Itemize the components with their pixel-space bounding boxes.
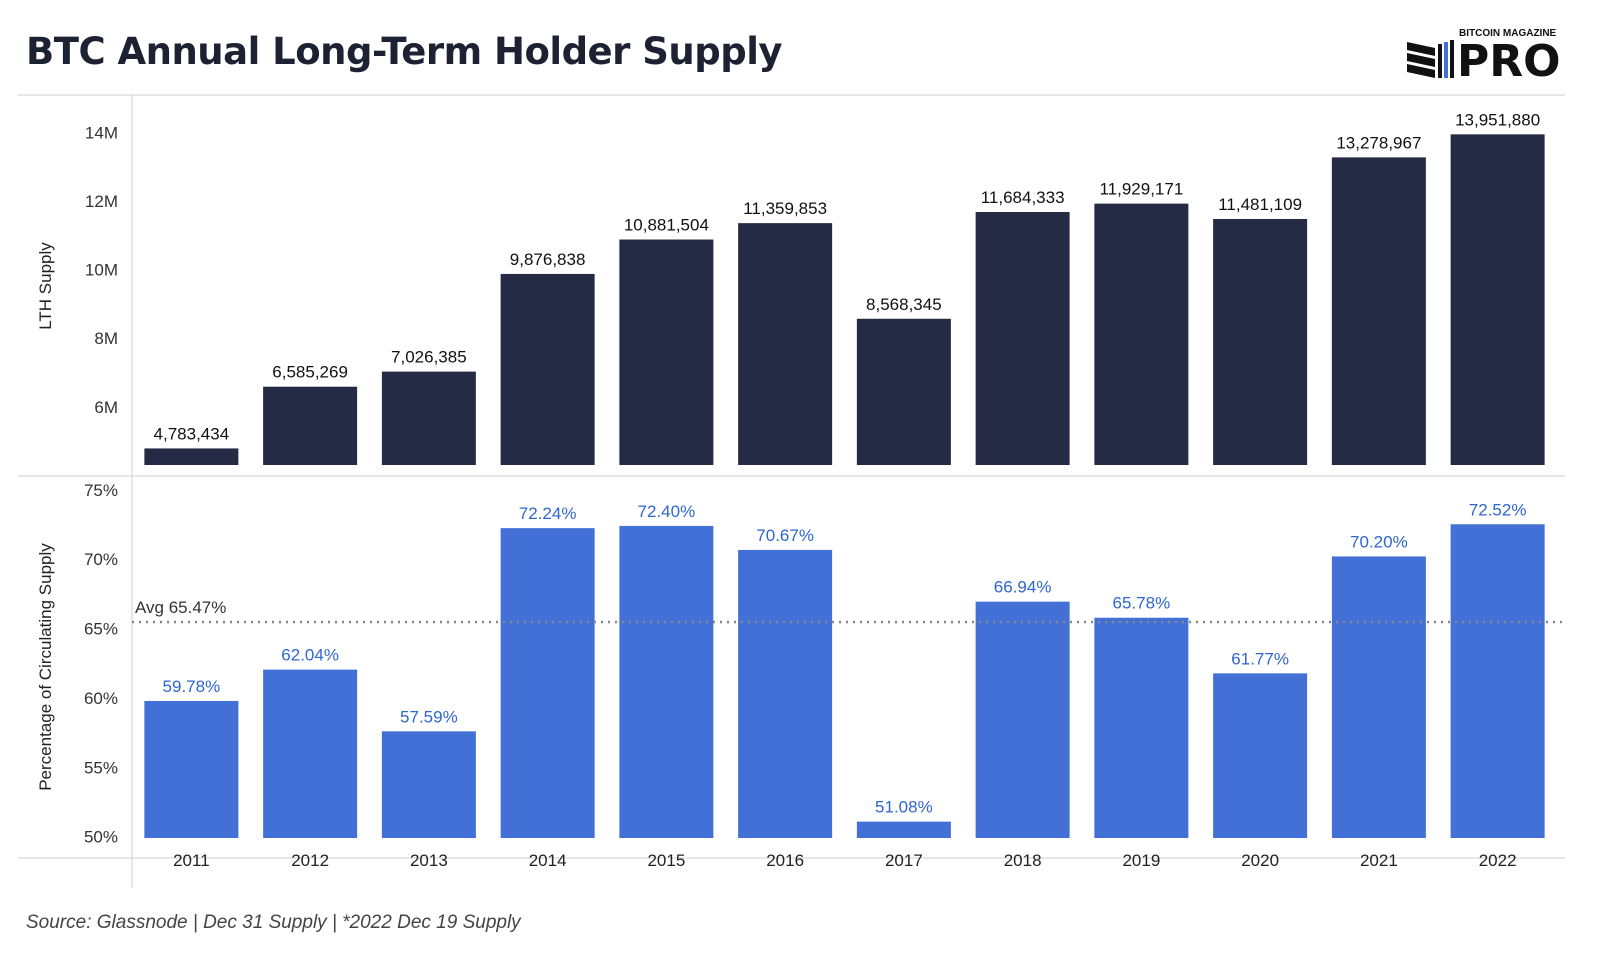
circulating-pct-bar <box>263 669 358 838</box>
circulating-pct-y-tick: 55% <box>84 758 118 777</box>
circulating-pct-data-label: 72.52% <box>1469 500 1527 519</box>
lth-supply-y-tick: 10M <box>85 261 118 280</box>
lth-supply-bar <box>381 371 476 465</box>
lth-supply-bar <box>619 239 714 465</box>
x-tick-label: 2018 <box>1004 851 1042 870</box>
circulating-pct-bar <box>738 549 833 838</box>
circulating-pct-data-label: 70.67% <box>756 526 814 545</box>
x-tick-label: 2014 <box>529 851 567 870</box>
lth-supply-data-label: 11,929,171 <box>1099 180 1183 199</box>
lth-supply-bar <box>1331 157 1426 465</box>
lth-supply-data-label: 11,684,333 <box>981 188 1065 207</box>
x-tick-label: 2011 <box>173 851 210 870</box>
lth-supply-y-tick: 14M <box>85 124 118 143</box>
logo-line2: PRO <box>1457 36 1561 82</box>
lth-supply-bar <box>263 386 358 465</box>
circulating-pct-data-label: 65.78% <box>1113 594 1171 613</box>
circulating-pct-data-label: 70.20% <box>1350 532 1408 551</box>
lth-supply-data-label: 7,026,385 <box>391 348 467 367</box>
circulating-pct-data-label: 61.77% <box>1231 649 1289 668</box>
bottom-y-axis-title: Percentage of Circulating Supply <box>36 543 55 791</box>
x-tick-label: 2017 <box>885 851 923 870</box>
lth-supply-bar <box>500 273 595 465</box>
chart-frame <box>18 94 1565 888</box>
lth-supply-bar <box>1450 134 1545 465</box>
circulating-pct-bar <box>856 821 951 838</box>
x-tick-label: 2022 <box>1479 851 1517 870</box>
top-y-axis-title: LTH Supply <box>36 242 55 330</box>
logo-mark-icon <box>1407 40 1454 78</box>
circulating-pct-bar <box>619 525 714 838</box>
circulating-pct-chart: 50% 55% 60% 65% 70% 75% 59.78% 62.04% 57.59% 72.2… <box>84 481 1565 847</box>
circulating-pct-data-label: 62.04% <box>281 646 339 665</box>
lth-supply-data-label: 10,881,504 <box>624 216 709 235</box>
circulating-pct-data-label: 59.78% <box>163 677 221 696</box>
circulating-pct-data-label: 51.08% <box>875 798 933 817</box>
circulating-pct-bar <box>975 601 1070 838</box>
average-label: Avg 65.47% <box>135 598 226 617</box>
lth-supply-data-label: 9,876,838 <box>510 250 586 269</box>
lth-supply-bar <box>1094 203 1189 465</box>
circulating-pct-y-tick: 50% <box>84 828 118 847</box>
lth-supply-data-label: 13,951,880 <box>1455 110 1540 129</box>
lth-supply-bar <box>1213 218 1308 465</box>
lth-supply-bar <box>738 223 833 465</box>
logo-line1: BITCOIN MAGAZINE <box>1459 28 1557 39</box>
chart-title: BTC Annual Long-Term Holder Supply <box>26 30 783 73</box>
x-tick-label: 2013 <box>410 851 448 870</box>
circulating-pct-data-label: 66.94% <box>994 578 1052 597</box>
lth-supply-data-label: 4,783,434 <box>154 424 230 443</box>
lth-supply-data-label: 11,359,853 <box>743 199 827 218</box>
circulating-pct-y-tick: 60% <box>84 689 118 708</box>
bitcoin-magazine-pro-logo: BITCOIN MAGAZINE PRO <box>1407 28 1561 82</box>
lth-supply-data-label: 11,481,109 <box>1218 195 1302 214</box>
lth-supply-chart: 6M 8M 10M 12M 14M 4,783,434 6,585,269 7,026,385… <box>85 110 1545 465</box>
circulating-pct-bar <box>500 528 595 838</box>
circulating-pct-bar <box>1094 617 1189 838</box>
lth-supply-bar <box>856 318 951 465</box>
lth-supply-y-tick: 6M <box>94 398 118 417</box>
lth-supply-y-tick: 12M <box>85 192 118 211</box>
x-axis: 2011 2012 2013 2014 2015 2016 2017 2018 2019 2020… <box>173 851 1516 870</box>
circulating-pct-bar <box>1213 673 1308 838</box>
lth-supply-data-label: 8,568,345 <box>866 295 942 314</box>
lth-supply-data-label: 6,585,269 <box>272 363 348 382</box>
x-tick-label: 2015 <box>647 851 685 870</box>
circulating-pct-y-tick: 65% <box>84 620 118 639</box>
circulating-pct-y-tick: 70% <box>84 550 118 569</box>
x-tick-label: 2019 <box>1122 851 1160 870</box>
lth-supply-data-label: 13,278,967 <box>1336 133 1421 152</box>
lth-supply-bar <box>144 448 239 465</box>
lth-supply-bar <box>975 212 1070 465</box>
x-tick-label: 2016 <box>766 851 804 870</box>
circulating-pct-bar <box>144 700 239 838</box>
x-tick-label: 2012 <box>291 851 329 870</box>
circulating-pct-bar <box>1331 556 1426 838</box>
circulating-pct-data-label: 72.40% <box>638 502 696 521</box>
source-note: Source: Glassnode | Dec 31 Supply | *202… <box>26 912 521 933</box>
x-tick-label: 2020 <box>1241 851 1279 870</box>
circulating-pct-data-label: 72.24% <box>519 504 577 523</box>
x-tick-label: 2021 <box>1360 851 1398 870</box>
circulating-pct-bar <box>381 731 476 838</box>
circulating-pct-y-tick: 75% <box>84 481 118 500</box>
circulating-pct-data-label: 57.59% <box>400 707 458 726</box>
lth-supply-y-tick: 8M <box>94 329 118 348</box>
circulating-pct-bar <box>1450 524 1545 838</box>
